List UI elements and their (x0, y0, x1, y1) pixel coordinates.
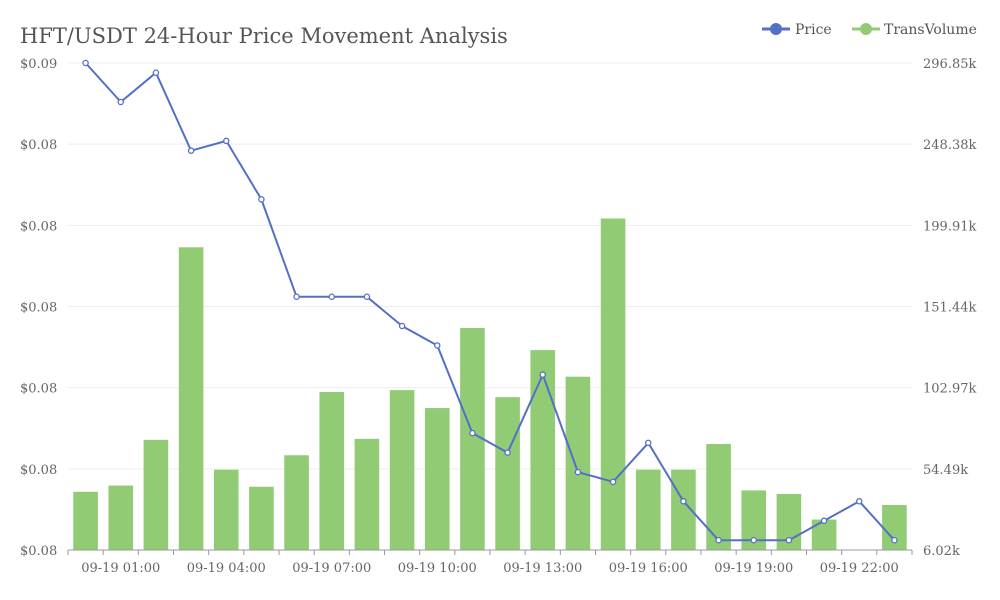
volume-bar (249, 486, 274, 550)
y-right-tick-label: 199.91k (923, 219, 976, 234)
price-point (891, 537, 898, 544)
price-point (293, 293, 300, 301)
price-point (645, 439, 652, 447)
price-point (222, 137, 230, 145)
chart-title: HFT/USDT 24-Hour Price Movement Analysis (20, 24, 508, 48)
price-line (82, 59, 898, 544)
x-tick-label: 09-19 22:00 (820, 561, 899, 576)
volume-bar (73, 491, 98, 550)
volume-bar (284, 455, 309, 550)
y-right-tick-label: 151.44k (923, 301, 976, 316)
y-left-tick-label: $0.08 (20, 301, 57, 316)
y-right-tick-label: 54.49k (923, 463, 968, 478)
y-left-tick-label: $0.08 (20, 544, 57, 559)
x-tick-label: 09-19 16:00 (609, 561, 688, 576)
legend-transvolume-label: TransVolume (884, 22, 977, 38)
price-point (258, 196, 265, 203)
volume-bar (495, 397, 520, 550)
price-point (820, 517, 828, 525)
legend-price-marker (770, 23, 782, 35)
x-tick-label: 09-19 07:00 (292, 561, 371, 576)
volume-bar (460, 327, 485, 550)
y-right-tick-label: 296.85k (923, 57, 976, 72)
y-left-tick-label: $0.08 (20, 219, 57, 234)
y-left-tick-label: $0.08 (20, 382, 57, 397)
y-right-tick-label: 102.97k (923, 382, 976, 397)
grid-lines (68, 62, 912, 470)
volume-bar (530, 350, 556, 550)
x-tick-label: 09-19 13:00 (503, 561, 582, 576)
price-point (469, 429, 476, 437)
price-point (398, 322, 406, 330)
price-point (187, 147, 195, 154)
price-point (363, 293, 371, 301)
price-point (574, 468, 582, 476)
volume-bar (389, 390, 415, 550)
volume-bar (319, 391, 345, 550)
axes: $0.08 6.02k $0.08 54.49k $0.08 102.97k $0.08 15… (20, 57, 976, 576)
price-point (328, 293, 335, 301)
y-right-tick-label: 6.02k (923, 544, 960, 559)
legend-transvolume-marker (860, 23, 872, 35)
y-left-tick-label: $0.08 (20, 138, 57, 153)
legend-item-price[interactable]: Price (762, 22, 832, 38)
price-point (785, 537, 793, 544)
x-tick-label: 09-19 19:00 (714, 561, 793, 576)
price-point (680, 498, 687, 505)
volume-bar (600, 218, 626, 550)
x-tick-label: 09-19 01:00 (81, 561, 160, 576)
legend: Price TransVolume (762, 22, 977, 38)
volume-bars (73, 218, 907, 550)
y-left-tick-label: $0.09 (20, 57, 57, 72)
volume-bar (706, 444, 731, 550)
volume-bar (108, 485, 134, 550)
volume-bar (143, 439, 169, 550)
price-point (750, 537, 758, 544)
price-point (539, 371, 547, 378)
volume-bar (811, 519, 837, 550)
volume-bar (635, 469, 661, 550)
price-point (433, 342, 441, 349)
price-point (609, 478, 617, 486)
volume-bar (354, 438, 380, 550)
legend-price-label: Price (795, 22, 832, 38)
price-point (856, 498, 863, 505)
y-left-tick-label: $0.08 (20, 463, 57, 478)
x-tick-label: 09-19 04:00 (187, 561, 266, 576)
price-point (504, 449, 511, 456)
volume-bar (424, 408, 450, 550)
price-point (82, 59, 89, 67)
price-point (152, 69, 160, 76)
y-right-tick-label: 248.38k (923, 138, 976, 153)
x-tick-label: 09-19 10:00 (398, 561, 477, 576)
volume-bar (213, 469, 239, 550)
price-series-line (84, 62, 896, 542)
price-point (117, 98, 125, 106)
legend-item-transvolume[interactable]: TransVolume (852, 22, 977, 38)
price-point (715, 537, 722, 544)
volume-bar (178, 247, 204, 550)
volume-bar (565, 376, 591, 550)
